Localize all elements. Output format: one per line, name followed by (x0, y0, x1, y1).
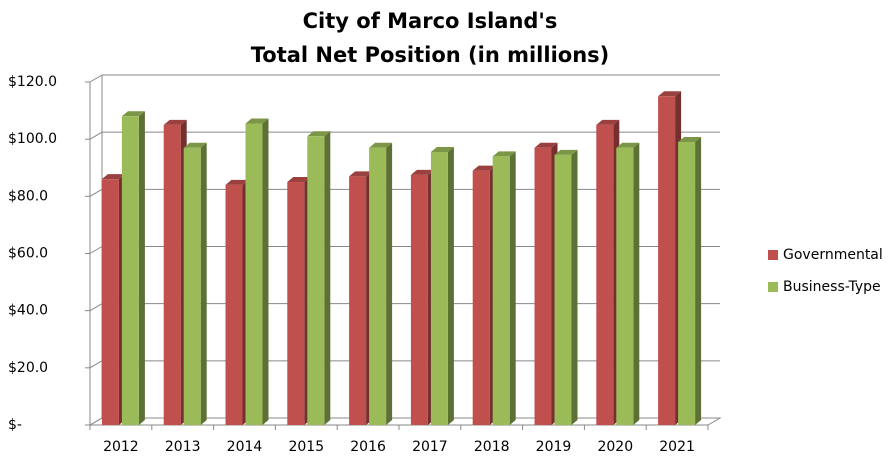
x-tick-label: 2017 (412, 439, 448, 455)
bar-side (695, 137, 702, 425)
legend-swatch (768, 282, 778, 292)
bar (101, 179, 119, 425)
y-tick-label: $80.0 (8, 188, 48, 204)
grid-diagonal (89, 360, 103, 369)
bar-side (509, 151, 516, 426)
bar (287, 182, 305, 425)
bar-side (138, 111, 145, 426)
y-tick-label: $120.0 (8, 74, 57, 90)
bar-top (245, 118, 269, 124)
x-tick-label: 2016 (350, 439, 386, 455)
bar-top (616, 142, 640, 148)
bar (554, 154, 572, 425)
bar (163, 124, 181, 425)
x-tick-label: 2012 (103, 439, 139, 455)
bar-top (658, 91, 682, 97)
bar-side (571, 149, 578, 425)
bar (225, 184, 243, 425)
bar-top (554, 149, 578, 155)
bar-side (386, 142, 393, 425)
grid-diagonal (89, 417, 103, 426)
bar-top (369, 142, 393, 148)
x-tick-label: 2020 (597, 439, 633, 455)
bar-top (101, 174, 125, 180)
legend-label: Business-Type (783, 279, 881, 295)
x-tick-label: 2018 (474, 439, 510, 455)
grid-diagonal (89, 188, 103, 197)
bar-top (678, 137, 702, 143)
y-tick-label: $- (8, 417, 22, 433)
y-tick-label: $60.0 (8, 246, 48, 262)
grid-diagonal (89, 246, 103, 254)
x-tick-label: 2013 (165, 439, 201, 455)
bar-top (163, 119, 187, 125)
bar (534, 147, 552, 425)
bar-top (307, 131, 331, 137)
bar (472, 170, 490, 425)
y-tick-label: $100.0 (8, 131, 57, 147)
bar (492, 156, 510, 426)
bar (349, 176, 367, 425)
bar-top (349, 171, 373, 177)
grid-diagonal (89, 131, 103, 140)
bar-side (262, 118, 269, 425)
bar-top (225, 179, 249, 185)
grid-diagonal (89, 303, 103, 312)
legend-label: Governmental (783, 247, 883, 263)
x-tick-label: 2014 (227, 439, 263, 455)
bar-top (492, 151, 516, 157)
bar-top (410, 169, 434, 175)
y-tick-label: $40.0 (8, 303, 48, 319)
y-tick-label: $20.0 (8, 360, 48, 376)
bar (678, 142, 696, 425)
bar (245, 123, 263, 425)
bar-side (633, 142, 640, 425)
bar (369, 147, 387, 425)
bar (658, 96, 676, 426)
bar-top (287, 177, 311, 183)
x-tick-label: 2019 (536, 439, 572, 455)
chart-title: City of Marco Island's (303, 9, 558, 33)
bar-top (596, 119, 620, 125)
bar-top (183, 142, 207, 148)
bar-side (447, 147, 454, 425)
bar-top (472, 165, 496, 171)
bar (430, 152, 448, 425)
x-tick-label: 2021 (659, 439, 695, 455)
bar-side (324, 131, 331, 425)
bar (596, 124, 614, 425)
bar (410, 174, 428, 425)
bar-top (121, 111, 145, 117)
bar (121, 116, 139, 426)
bar (307, 136, 325, 425)
bar (183, 147, 201, 425)
legend-swatch (768, 250, 778, 260)
chart-title: Total Net Position (in millions) (251, 43, 610, 67)
bar (616, 147, 634, 425)
x-tick-label: 2015 (288, 439, 324, 455)
grid-diagonal (89, 74, 103, 83)
bar-top (534, 142, 558, 148)
bar-top (430, 147, 454, 153)
bar-side (200, 142, 207, 425)
